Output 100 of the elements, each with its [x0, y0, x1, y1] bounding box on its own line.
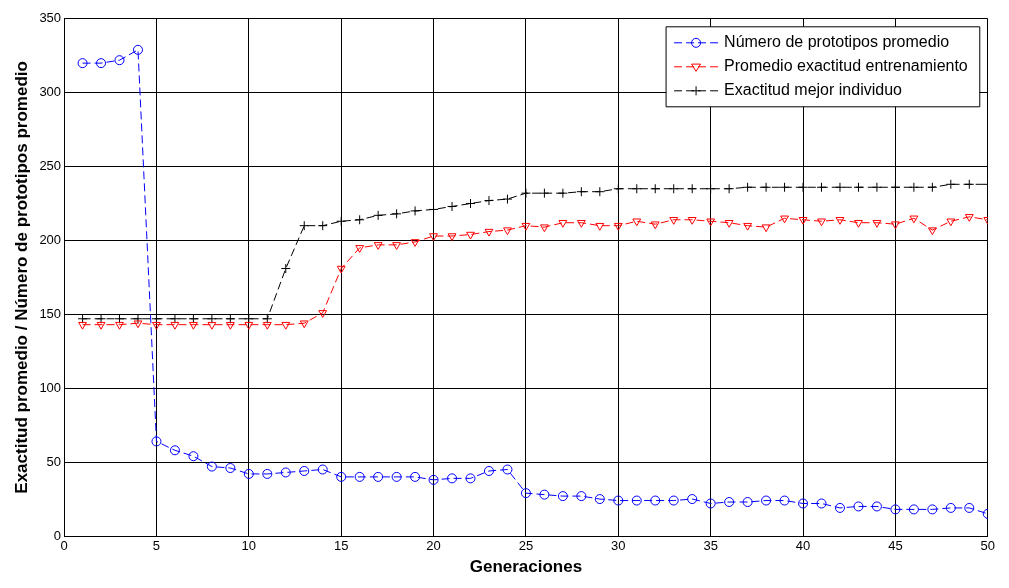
point — [909, 215, 919, 224]
point — [354, 214, 365, 225]
point — [558, 219, 568, 228]
point — [539, 489, 550, 500]
point — [392, 242, 402, 250]
point — [336, 216, 347, 227]
point — [428, 474, 439, 485]
point — [650, 495, 661, 506]
point — [835, 217, 845, 225]
point — [594, 186, 605, 197]
point — [761, 182, 772, 193]
y-tick-label: 300 — [39, 84, 62, 100]
point — [798, 182, 809, 193]
point — [336, 471, 347, 482]
point — [447, 233, 457, 242]
point — [871, 182, 882, 193]
point — [669, 217, 679, 225]
point — [317, 464, 328, 475]
point — [945, 502, 956, 513]
point — [391, 471, 402, 482]
point — [927, 227, 937, 236]
point — [557, 491, 568, 502]
x-tick-label: 40 — [795, 538, 811, 554]
y-tick-label: 150 — [39, 305, 62, 321]
point — [225, 463, 236, 474]
point — [355, 245, 365, 253]
point — [243, 468, 254, 479]
point — [354, 471, 365, 482]
point — [890, 504, 901, 515]
point — [743, 222, 753, 231]
point — [576, 219, 586, 228]
point — [632, 218, 642, 227]
point — [631, 495, 642, 506]
point — [816, 498, 827, 509]
point — [853, 501, 864, 512]
point — [189, 321, 198, 330]
point — [557, 188, 568, 199]
point — [798, 498, 809, 509]
point — [650, 183, 661, 194]
point — [724, 497, 735, 508]
point — [132, 44, 143, 55]
point — [779, 495, 790, 506]
point — [595, 222, 605, 231]
point — [964, 179, 975, 190]
x-tick-label: 50 — [980, 538, 995, 554]
point — [927, 504, 938, 515]
point — [502, 464, 513, 475]
point — [798, 217, 808, 225]
point — [631, 183, 642, 194]
point — [299, 220, 310, 231]
point — [262, 468, 273, 479]
point — [891, 221, 900, 230]
y-tick-label: 0 — [53, 527, 62, 543]
legend-label: Exactitud mejor individuo — [724, 81, 903, 99]
point — [280, 263, 291, 274]
x-axis-title: Generaciones — [469, 557, 583, 577]
x-tick-label: 10 — [241, 538, 257, 554]
point — [318, 310, 328, 318]
point — [576, 491, 587, 502]
point — [152, 321, 161, 330]
point — [281, 321, 291, 330]
legend-label: Número de prototipos promedio — [724, 33, 950, 51]
point — [151, 436, 162, 447]
point — [613, 222, 623, 231]
y-axis-title: Exactitud promedio / Número de prototipos promedio — [11, 61, 31, 494]
point — [447, 201, 458, 212]
point — [170, 321, 180, 330]
point — [484, 228, 494, 237]
point — [244, 321, 254, 330]
point — [650, 221, 660, 230]
point — [742, 182, 753, 193]
point — [853, 182, 864, 193]
legend-label: Promedio exactitud entrenamiento — [724, 57, 968, 75]
point — [206, 461, 217, 472]
point — [96, 321, 106, 330]
point — [336, 265, 346, 274]
point — [429, 233, 438, 242]
point — [964, 214, 974, 222]
point — [373, 242, 383, 250]
point — [410, 471, 421, 482]
x-tick-label: 45 — [888, 538, 903, 554]
point — [945, 179, 956, 190]
point — [262, 321, 272, 330]
point — [77, 58, 88, 69]
point — [299, 465, 310, 476]
point — [540, 224, 549, 233]
point — [447, 473, 458, 484]
point — [169, 445, 180, 456]
point — [871, 501, 882, 512]
point — [133, 320, 143, 329]
point — [225, 321, 235, 330]
point — [927, 182, 938, 193]
point — [280, 467, 291, 478]
x-tick-label: 20 — [426, 538, 441, 554]
point — [964, 502, 975, 513]
point — [503, 227, 512, 236]
point — [594, 494, 605, 505]
point — [539, 188, 550, 199]
point — [373, 210, 384, 221]
point — [520, 488, 531, 499]
